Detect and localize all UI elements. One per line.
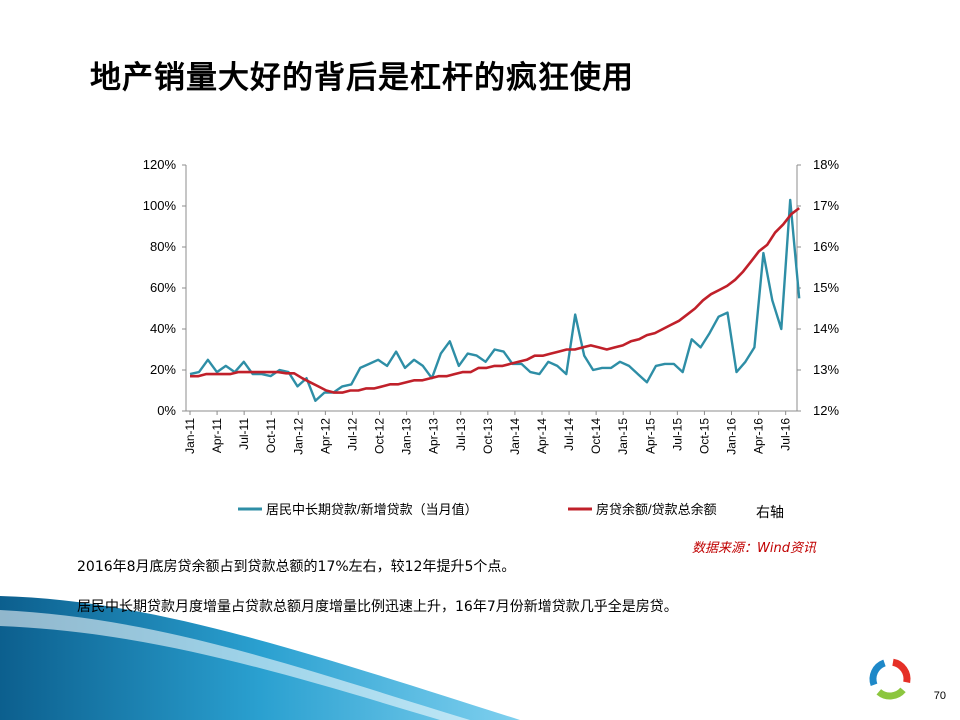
right-tick-label: 17%: [813, 198, 839, 213]
x-tick-label: Oct-11: [264, 418, 278, 453]
x-tick-label: Oct-12: [373, 418, 387, 454]
legend-label-series-1: 居民中长期贷款/新增贷款（当月值）: [266, 502, 478, 517]
x-tick-label: Jan-16: [725, 418, 739, 455]
series-line-mortgage-share: [190, 207, 800, 394]
x-tick-label: Jan-13: [400, 418, 414, 455]
chart-legend: 居民中长期贷款/新增贷款（当月值） 房贷余额/贷款总余额 右轴: [238, 502, 784, 520]
right-tick-label: 18%: [813, 157, 839, 172]
right-tick-label: 15%: [813, 280, 839, 295]
x-tick-label: Jul-11: [237, 418, 251, 450]
x-tick-label: Jul-15: [670, 418, 684, 451]
x-tick-label: Jul-16: [779, 418, 793, 451]
right-tick-label: 12%: [813, 403, 839, 418]
left-tick-label: 60%: [150, 280, 176, 295]
legend-label-series-2: 房贷余额/贷款总余额: [596, 502, 717, 517]
left-tick-label: 20%: [150, 362, 176, 377]
left-tick-label: 80%: [150, 239, 176, 254]
note-line-2: 居民中长期贷款月度增量占贷款总额月度增量比例迅速上升，16年7月份新增贷款几乎全…: [77, 599, 678, 615]
x-tick-label: Oct-15: [697, 418, 711, 454]
right-tick-label: 16%: [813, 239, 839, 254]
x-tick-label: Apr-14: [535, 418, 549, 454]
right-axis-note: 右轴: [756, 504, 784, 520]
ring-logo-icon: [869, 658, 911, 700]
x-tick-label: Jan-14: [508, 418, 522, 455]
x-tick-label: Apr-13: [427, 418, 441, 454]
x-tick-label: Apr-11: [210, 418, 224, 453]
x-tick-label: Jul-12: [345, 418, 359, 451]
slide-title: 地产销量大好的背后是杠杆的疯狂使用: [90, 60, 634, 96]
note-line-1: 2016年8月底房贷余额占到贷款总额的17%左右，较12年提升5个点。: [77, 559, 516, 575]
x-tick-label: Oct-13: [481, 418, 495, 454]
x-tick-label: Jan-12: [291, 418, 305, 455]
x-tick-label: Apr-15: [643, 418, 657, 454]
x-tick-label: Jan-15: [616, 418, 630, 455]
left-tick-label: 40%: [150, 321, 176, 336]
x-tick-label: Apr-12: [318, 418, 332, 454]
page-number: 70: [933, 690, 946, 702]
x-tick-label: Apr-16: [752, 418, 766, 454]
right-tick-label: 14%: [813, 321, 839, 336]
right-tick-label: 13%: [813, 362, 839, 377]
left-tick-label: 100%: [143, 198, 177, 213]
x-tick-label: Jan-11: [183, 418, 197, 454]
left-tick-label: 0%: [157, 403, 176, 418]
x-tick-label: Jul-14: [562, 418, 576, 451]
data-source-note: 数据来源：Wind资讯: [692, 541, 816, 556]
x-tick-label: Jul-13: [454, 418, 468, 451]
x-tick-label: Oct-14: [589, 418, 603, 454]
series-line-residential-loans: [189, 198, 801, 402]
left-tick-label: 120%: [143, 157, 177, 172]
